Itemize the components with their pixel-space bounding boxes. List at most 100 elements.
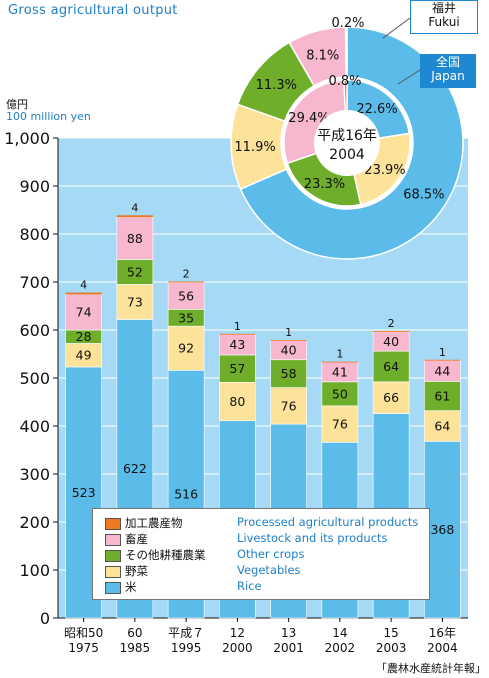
data-label: 1	[336, 348, 343, 361]
fukui-slice-label: 68.5%	[403, 188, 444, 203]
bar-processed	[219, 333, 256, 335]
bar-vegetables	[116, 284, 154, 320]
x-tick-label: 昭和50	[64, 626, 103, 640]
bar-processed	[270, 340, 307, 341]
bar-livestock	[372, 331, 410, 352]
x-tick-label: 15	[383, 626, 398, 640]
x-tick-label: 2001	[273, 641, 304, 655]
bar-vegetables	[167, 325, 205, 371]
bar-processed	[65, 292, 102, 295]
data-label: 73	[127, 294, 143, 309]
callout-fukui: 福井 Fukui	[410, 0, 478, 34]
data-label: 74	[76, 305, 92, 320]
data-label: 44	[434, 363, 450, 378]
data-label: 43	[229, 337, 245, 352]
data-label: 1	[285, 326, 292, 339]
x-tick-label: 2002	[325, 641, 356, 655]
callout-japan-jp: 全国	[435, 55, 460, 69]
x-tick-label: 平成７	[168, 626, 204, 640]
bar-processed	[373, 330, 410, 332]
y-tick-label: 0	[40, 609, 50, 628]
data-label: 1	[234, 320, 241, 333]
fukui-slice-label: 11.3%	[256, 78, 297, 93]
y-tick-label: 900	[19, 177, 50, 196]
x-tick-label: 12	[230, 626, 245, 640]
bar-processed	[168, 281, 205, 283]
legend-label-jp: 畜産	[125, 532, 148, 546]
data-label: 56	[178, 288, 194, 303]
callout-fukui-leader	[382, 17, 411, 39]
bar-vegetables	[372, 381, 410, 414]
data-label: 523	[72, 485, 96, 500]
fukui-slice-label: 0.2%	[331, 16, 364, 31]
x-tick-label: 1985	[120, 641, 151, 655]
legend: 加工農産物 Processed agricultural products 畜産…	[92, 508, 430, 600]
fukui-slice-label: 8.1%	[306, 48, 339, 63]
data-label: 622	[123, 461, 147, 476]
fukui-slice-processed	[344, 26, 348, 78]
data-label: 28	[76, 329, 92, 344]
chart-title: Gross agricultural output	[8, 3, 178, 18]
data-label: 41	[332, 365, 348, 380]
legend-label-jp: その他耕種農業	[125, 548, 206, 562]
data-label: 4	[131, 201, 138, 214]
legend-label-jp: 野菜	[125, 564, 148, 578]
data-label: 516	[174, 487, 198, 502]
y-tick-label: 100	[19, 561, 50, 580]
bar-vegetables	[424, 410, 461, 442]
x-tick-label: 2004	[427, 641, 458, 655]
data-label: 35	[178, 310, 194, 325]
legend-swatch-livestock	[105, 534, 121, 546]
data-label: 80	[229, 394, 245, 409]
x-tick-label: 16年	[429, 626, 456, 640]
legend-label-jp: 加工農産物	[125, 516, 183, 530]
y-unit-en: 100 million yen	[6, 110, 91, 123]
bar-other_crops	[372, 350, 410, 383]
data-label: 1	[439, 346, 446, 359]
x-tick-label: 1995	[171, 641, 202, 655]
callout-fukui-en: Fukui	[428, 15, 460, 29]
donut-center-year: 2004	[329, 147, 365, 163]
bar-vegetables	[219, 382, 256, 422]
data-label: 57	[229, 361, 245, 376]
legend-swatch-vegetables	[105, 566, 121, 578]
data-label: 52	[127, 264, 143, 279]
japan-slice-label: 23.3%	[304, 177, 345, 192]
bar-other_crops	[424, 381, 461, 411]
legend-label-en: Vegetables	[237, 563, 301, 577]
bar-vegetables	[321, 405, 359, 443]
y-tick-label: 700	[19, 273, 50, 292]
data-label: 40	[281, 343, 297, 358]
fukui-slice-label: 11.9%	[234, 140, 275, 155]
x-tick-label: 1975	[68, 641, 99, 655]
data-label: 76	[281, 398, 297, 413]
bar-other_crops	[270, 359, 307, 388]
bar-vegetables	[270, 387, 307, 425]
x-tick-label: 60	[127, 626, 142, 640]
data-label: 49	[76, 348, 92, 363]
bar-processed	[116, 215, 153, 218]
data-label: 40	[383, 334, 399, 349]
callout-fukui-jp: 福井	[431, 1, 456, 15]
y-tick-label: 600	[19, 321, 50, 340]
y-tick-label: 200	[19, 513, 50, 532]
legend-swatch-other-crops	[105, 550, 121, 562]
x-tick-label: 13	[281, 626, 296, 640]
legend-label-en: Processed agricultural products	[237, 515, 419, 529]
bar-livestock	[167, 282, 205, 310]
legend-label-jp: 米	[125, 580, 137, 594]
legend-swatch-processed	[105, 518, 121, 530]
y-tick-label: 400	[19, 417, 50, 436]
data-label: 92	[178, 341, 194, 356]
legend-label-en: Other crops	[237, 547, 305, 561]
callout-japan: 全国 Japan	[420, 54, 476, 88]
bar-other_crops	[321, 381, 359, 407]
x-tick-label: 2000	[222, 641, 253, 655]
x-tick-label: 2003	[376, 641, 407, 655]
y-tick-label: 500	[19, 369, 50, 388]
legend-label-en: Livestock and its products	[237, 531, 388, 545]
data-label: 66	[383, 390, 399, 405]
donut-center-year-jp: 平成16年	[317, 128, 377, 144]
data-label: 64	[383, 359, 399, 374]
